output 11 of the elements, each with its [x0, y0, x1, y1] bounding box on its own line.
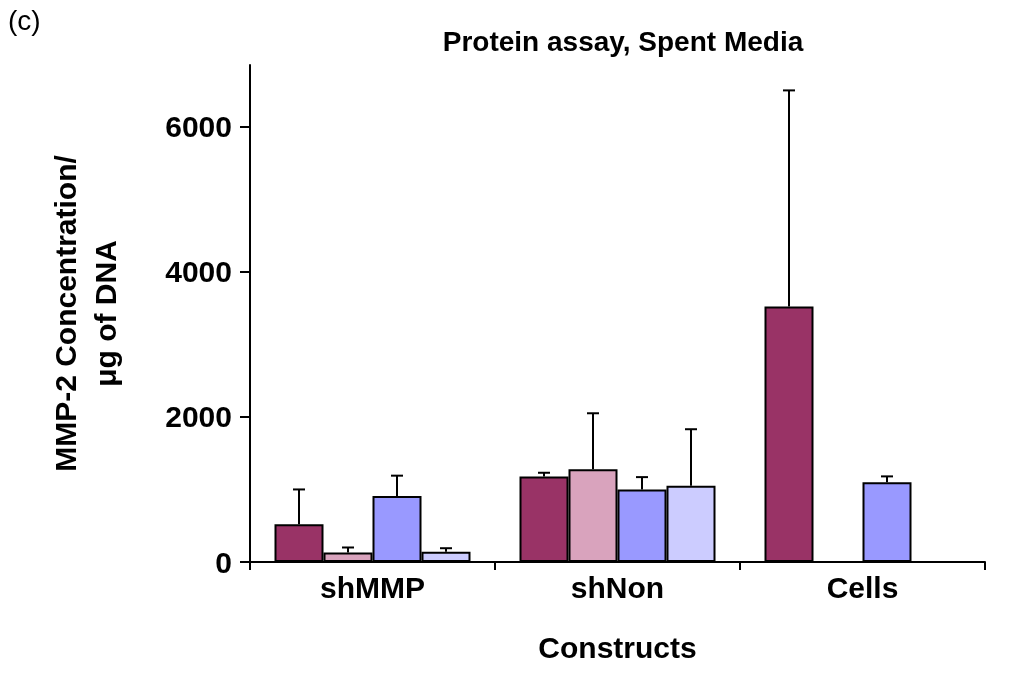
- y-tick-label: 2000: [165, 400, 232, 434]
- x-tick-label: shNon: [570, 570, 665, 604]
- chart-title: Protein assay, Spent Media: [442, 25, 804, 57]
- y-axis-title: MMP-2 Concentration/ μg of DNA: [48, 154, 122, 472]
- x-axis-title: Constructs: [538, 630, 697, 664]
- x-tick-label: shMMP: [320, 570, 425, 604]
- y-tick-label: 4000: [165, 255, 232, 289]
- y-tick-label: 6000: [165, 110, 232, 144]
- x-tick-label: Cells: [826, 570, 899, 604]
- y-tick-label: 0: [215, 545, 232, 579]
- text: (c): [8, 4, 41, 36]
